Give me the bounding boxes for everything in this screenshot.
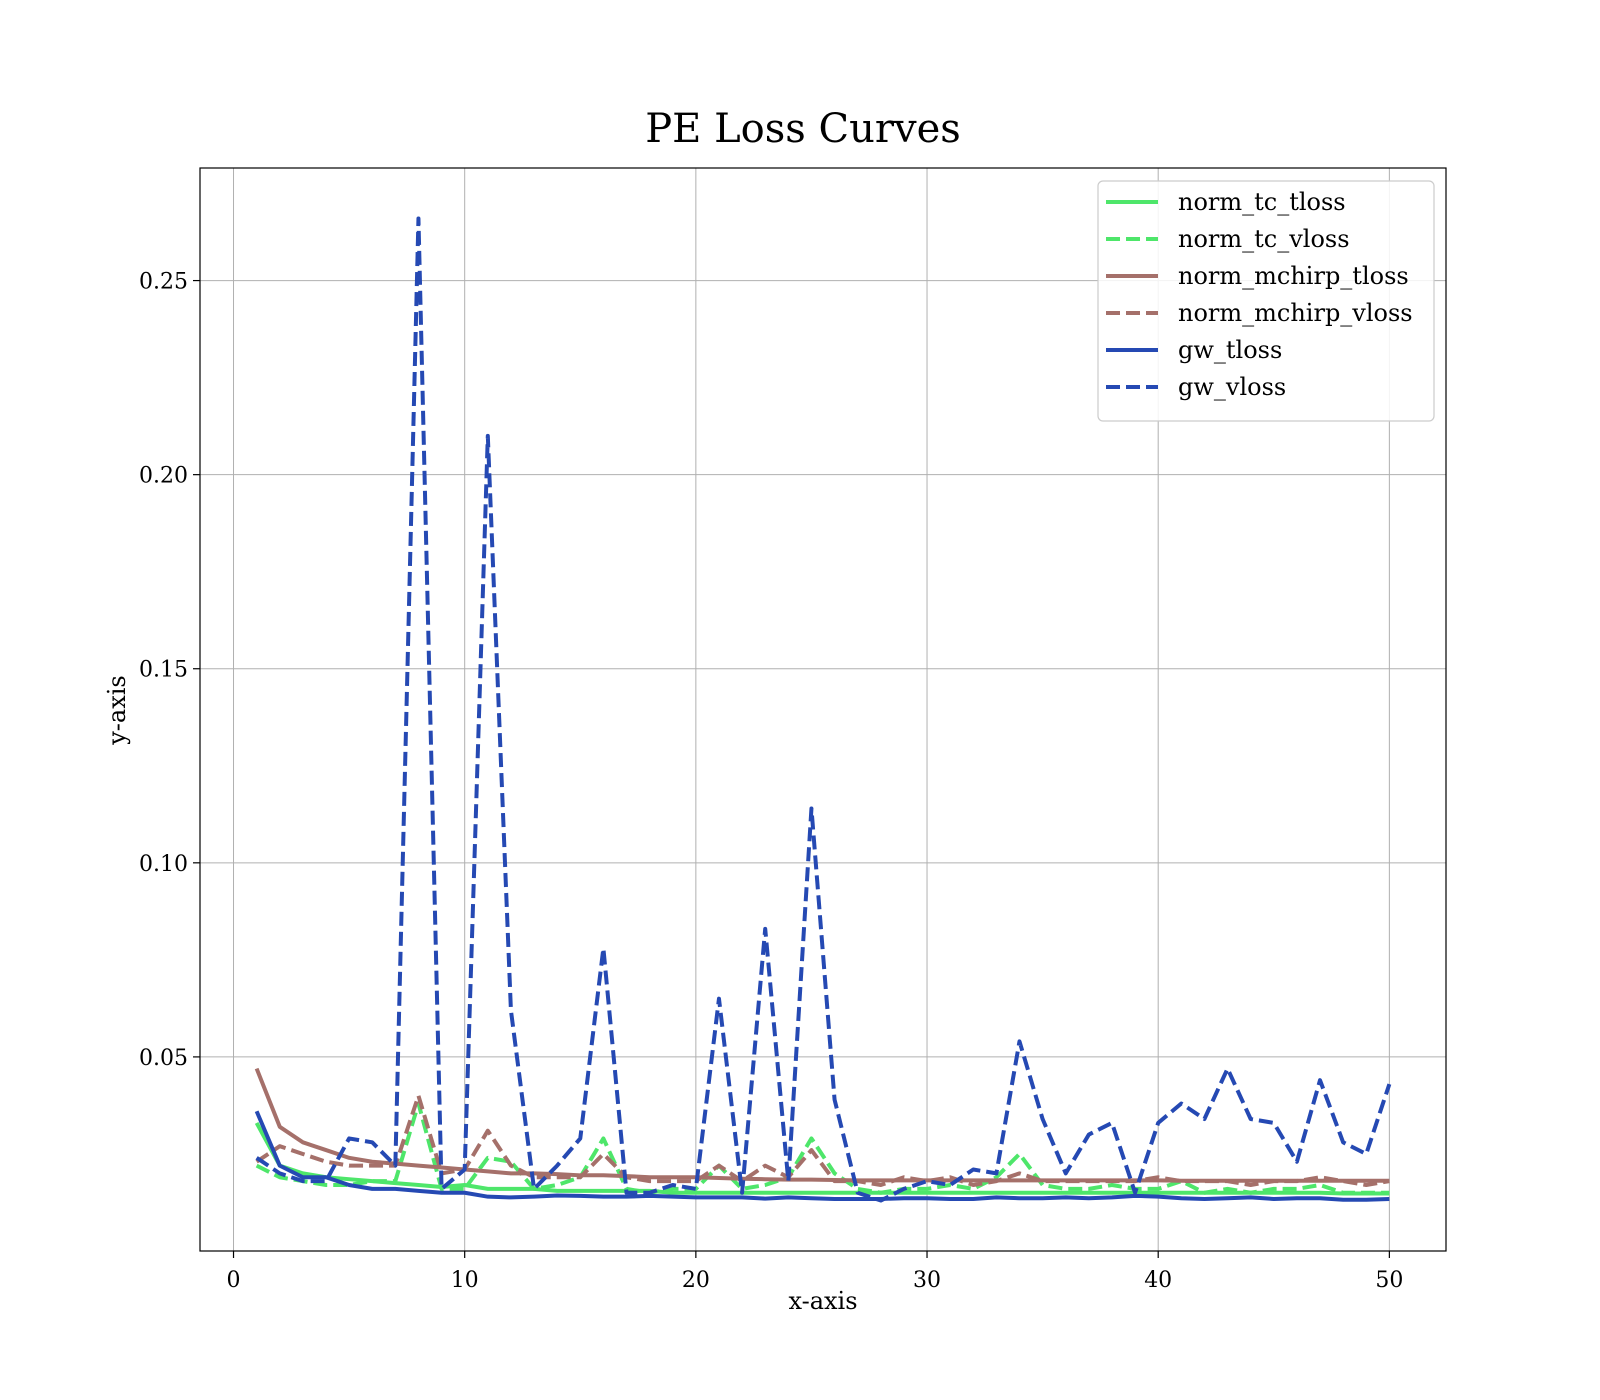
x-tick-label: 10 [451,1268,479,1293]
legend-label: norm_tc_vloss [1178,225,1350,253]
series-layer [254,216,1392,1203]
y-tick-label: 0.25 [139,270,188,295]
x-tick-label: 20 [682,1268,710,1293]
x-tick-label: 0 [227,1268,241,1293]
x-tick-label: 40 [1144,1268,1172,1293]
y-tick-label: 0.15 [139,658,188,683]
chart-title: PE Loss Curves [645,106,961,152]
legend-label: norm_tc_tloss [1178,188,1346,216]
legend-label: norm_mchirp_vloss [1178,299,1413,327]
series-line-gw-tloss [254,1110,1390,1202]
x-tick-label: 30 [913,1268,941,1293]
axis-ticks: 0 10 20 30 40 50 0.05 0.10 0.15 0.20 0.25 [139,270,1403,1293]
series-line-gw-vloss [255,216,1392,1203]
plot-frame [199,167,1447,1252]
legend-label: norm_mchirp_tloss [1178,262,1409,290]
series-line-norm-mchirp-vloss [255,1093,1390,1188]
x-axis-label: x-axis [788,1287,857,1315]
series-line-norm-tc-vloss [255,1101,1390,1195]
y-tick-label: 0.05 [139,1046,188,1071]
legend-box [1097,180,1435,422]
legend: norm_tc_tloss norm_tc_vloss norm_mchirp_tl… [1097,180,1435,422]
x-tick-label: 50 [1375,1268,1403,1293]
legend-label: gw_vloss [1178,373,1286,401]
legend-label: gw_tloss [1178,336,1282,364]
y-tick-label: 0.10 [139,852,188,877]
series-line-norm-mchirp-tloss [254,1067,1390,1183]
y-axis-label: y-axis [103,675,131,746]
y-tick-label: 0.20 [139,464,188,489]
